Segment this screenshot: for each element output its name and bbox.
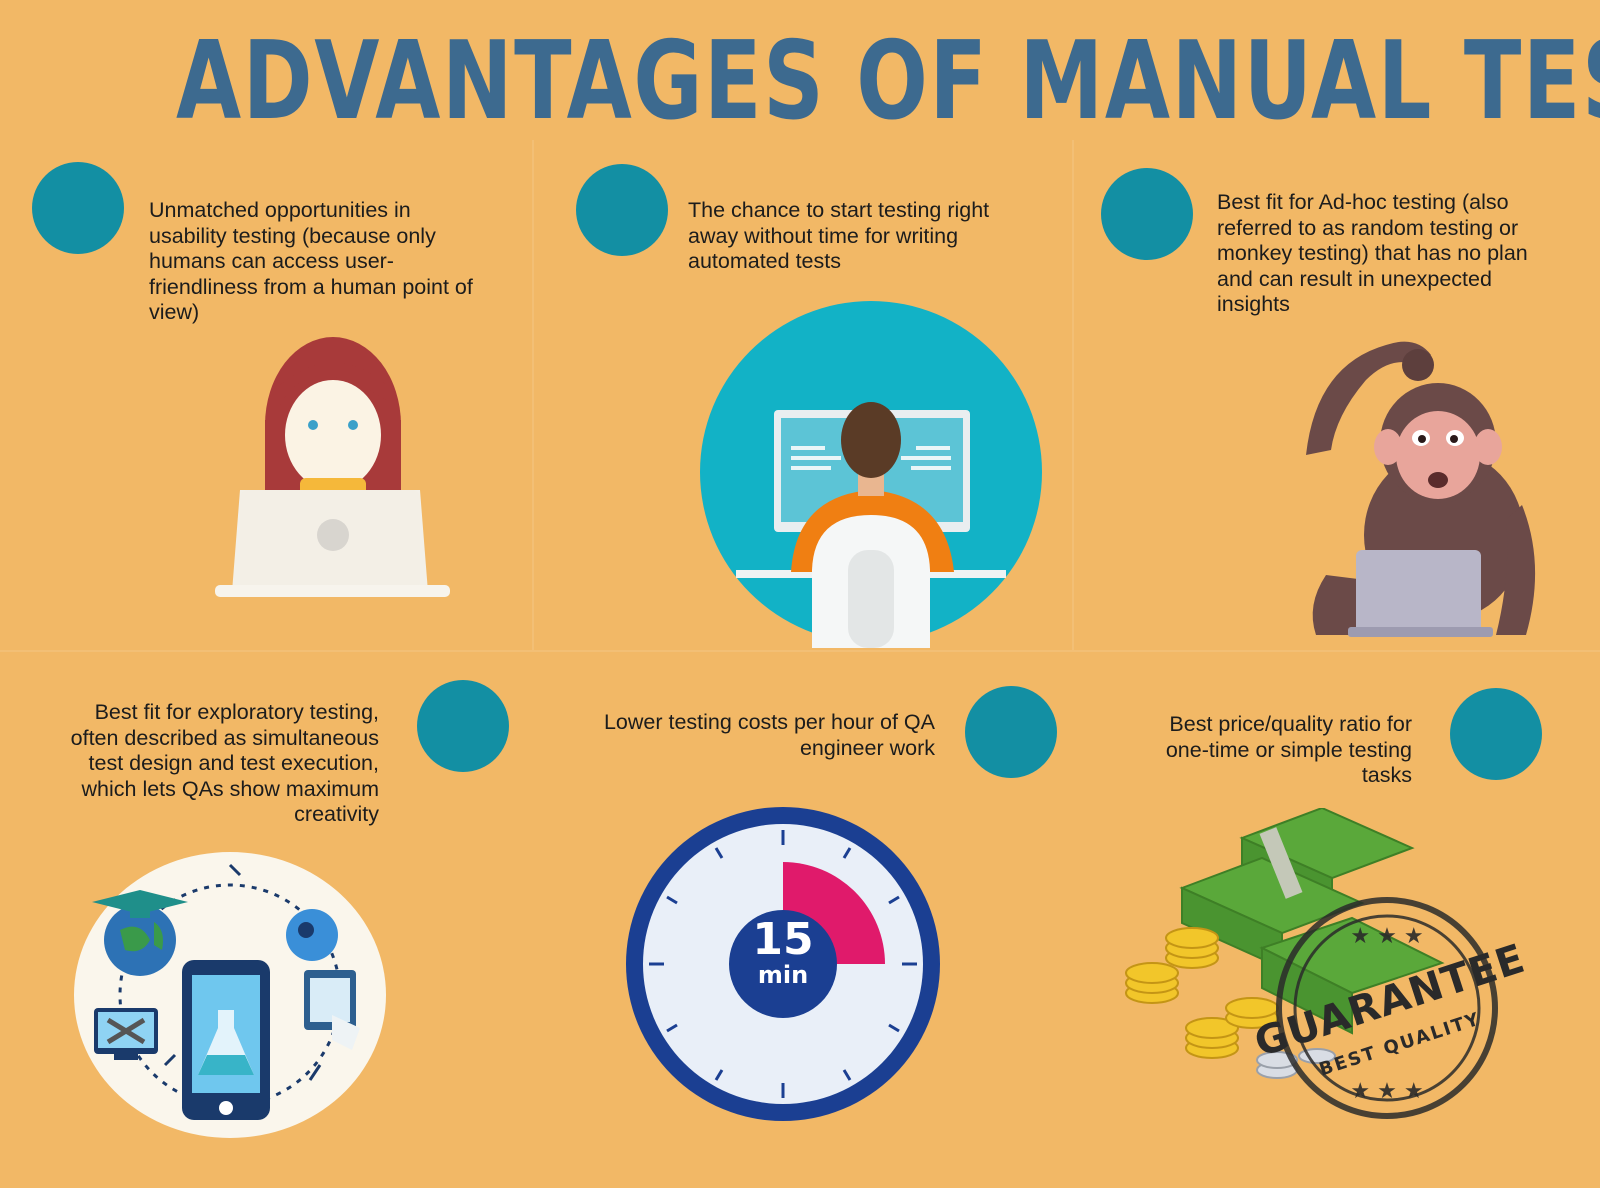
- timer-value: 15: [752, 914, 814, 965]
- bullet-dot: [965, 686, 1057, 778]
- girl-with-laptop-icon: [215, 337, 450, 597]
- divider: [0, 650, 1600, 652]
- bullet-dot: [576, 164, 668, 256]
- divider: [532, 140, 534, 650]
- stopwatch-icon: [626, 807, 940, 1121]
- item-text: Unmatched opportunities in usability tes…: [149, 198, 473, 324]
- bullet-dot: [417, 680, 509, 772]
- timer-unit: min: [757, 961, 809, 989]
- divider: [1072, 140, 1074, 650]
- monkey-with-laptop-icon: [1306, 341, 1536, 637]
- bullet-dot: [1450, 688, 1542, 780]
- item-text: Lower testing costs per hour of QA engin…: [603, 710, 935, 760]
- money-guarantee-icon: ★ ★ ★ ★ ★ ★: [1125, 808, 1498, 1119]
- exploration-cycle-icon: [74, 852, 386, 1138]
- item-text: The chance to start testing right away w…: [688, 198, 990, 273]
- page-title: ADVANTAGES OF MANUAL TESTING: [176, 19, 1600, 144]
- svg-text:★ ★ ★: ★ ★ ★: [1350, 924, 1423, 949]
- svg-text:★ ★ ★: ★ ★ ★: [1350, 1079, 1423, 1104]
- person-at-computer-icon: [700, 301, 1042, 648]
- item-text: Best fit for Ad-hoc testing (also referr…: [1217, 190, 1528, 316]
- bullet-dot: [1101, 168, 1193, 260]
- bullet-dot: [32, 162, 124, 254]
- item-text: Best price/quality ratio for one-time or…: [1165, 712, 1412, 787]
- item-text: Best fit for exploratory testing, often …: [70, 700, 379, 826]
